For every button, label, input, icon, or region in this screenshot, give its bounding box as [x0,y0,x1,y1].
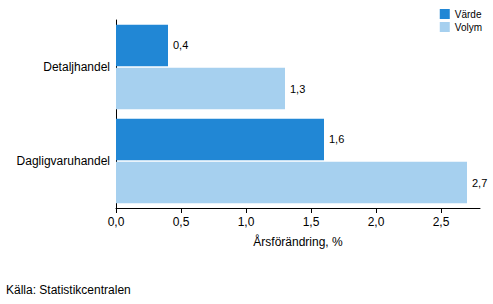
svg-text:Värde: Värde [455,9,482,20]
svg-text:0,0: 0,0 [108,215,125,229]
svg-text:1,5: 1,5 [303,215,320,229]
svg-text:0,5: 0,5 [173,215,190,229]
svg-text:2,0: 2,0 [368,215,385,229]
svg-text:Årsförändring, %: Årsförändring, % [253,234,343,249]
svg-text:Volym: Volym [455,22,482,33]
svg-text:2,5: 2,5 [433,215,450,229]
svg-text:0,4: 0,4 [173,39,188,51]
svg-text:1,0: 1,0 [238,215,255,229]
svg-text:1,6: 1,6 [329,133,344,145]
svg-text:Dagligvaruhandel: Dagligvaruhandel [17,154,110,168]
svg-text:Detaljhandel: Detaljhandel [43,60,110,74]
svg-text:2,7: 2,7 [472,177,487,189]
svg-text:Källa: Statistikcentralen: Källa: Statistikcentralen [6,283,131,297]
svg-text:1,3: 1,3 [290,83,305,95]
